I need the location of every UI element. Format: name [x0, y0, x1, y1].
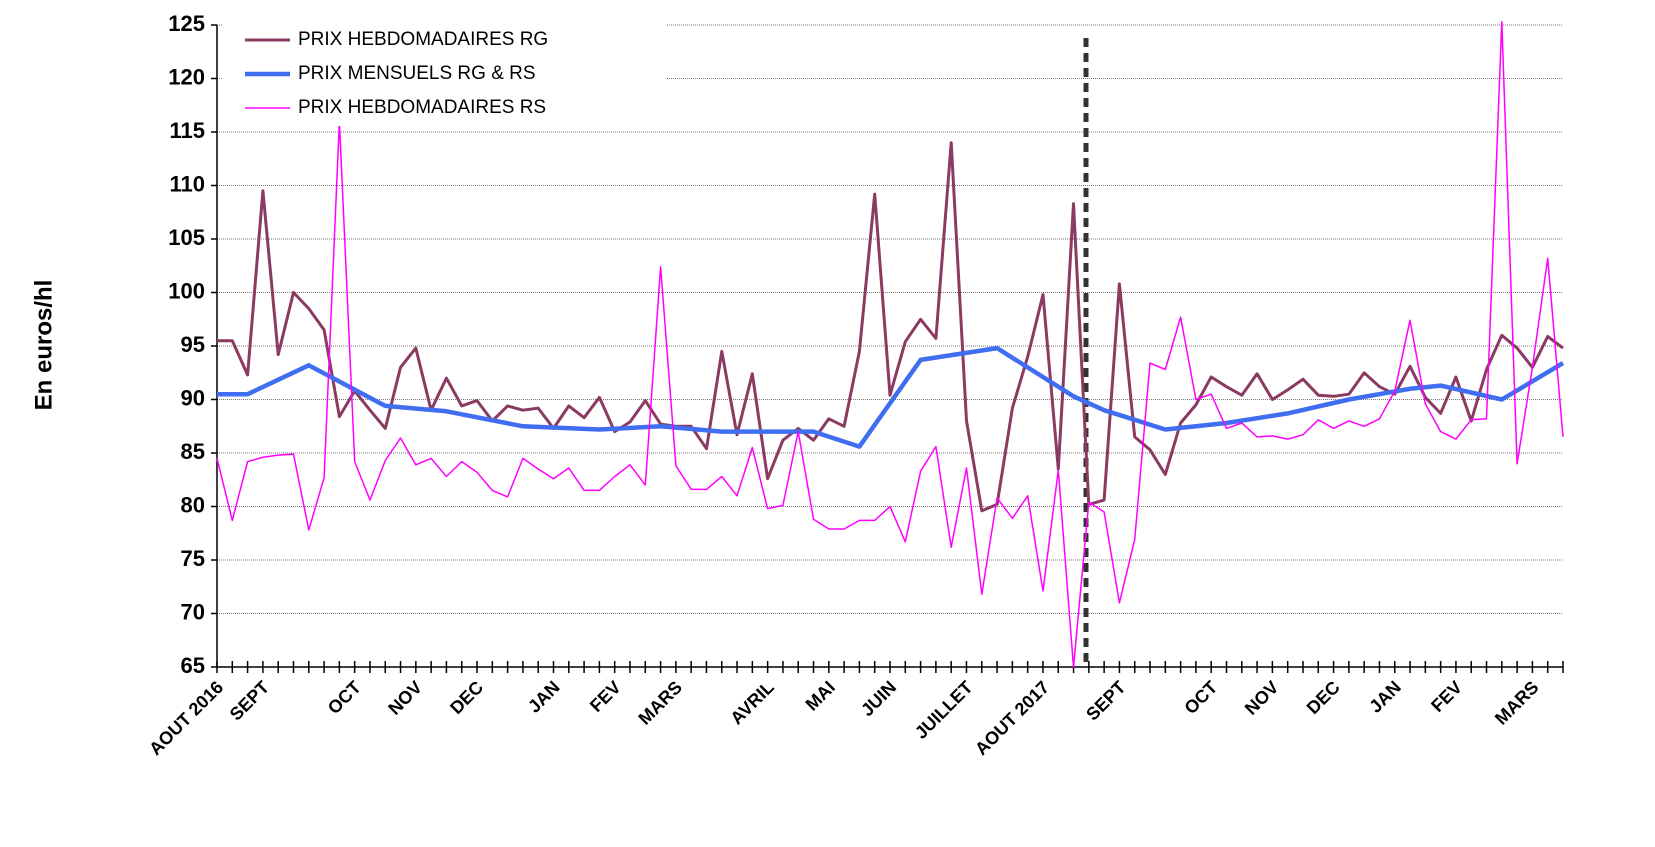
legend-label: PRIX HEBDOMADAIRES RG: [298, 29, 548, 50]
x-tick-label: NOV: [1241, 677, 1283, 719]
x-tick-label: OCT: [1180, 677, 1221, 718]
y-tick-label: 95: [181, 332, 205, 357]
y-tick-label: 80: [181, 492, 205, 517]
x-tick-label: DEC: [1303, 677, 1344, 718]
y-tick-label: 90: [181, 385, 205, 410]
x-tick-label: SEPT: [226, 677, 273, 724]
y-tick-label: 120: [168, 64, 205, 89]
legend-label: PRIX MENSUELS RG & RS: [298, 63, 536, 84]
x-tick-label: JAN: [524, 677, 564, 717]
x-tick-label: FEV: [586, 677, 625, 716]
y-tick-label: 105: [168, 225, 205, 250]
y-tick-label: 65: [181, 653, 205, 678]
y-tick-label: 75: [181, 546, 205, 571]
series-line: [217, 345, 1565, 449]
legend-label: PRIX HEBDOMADAIRES RS: [298, 97, 546, 118]
x-tick-label: JUILLET: [911, 677, 977, 743]
x-tick-label: AOUT 2016: [145, 677, 227, 759]
x-tick-label: MARS: [634, 677, 686, 729]
x-tick-label: FEV: [1427, 677, 1466, 716]
x-tick-label: AOUT 2017: [971, 677, 1053, 759]
y-tick-label: 110: [170, 171, 206, 196]
x-tick-label: MAI: [802, 677, 839, 714]
series-line: [216, 21, 1564, 668]
x-tick-label: SEPT: [1082, 677, 1129, 724]
y-tick-label: 100: [168, 278, 205, 303]
x-tick-label: AVRIL: [726, 677, 777, 728]
x-tick-label: MARS: [1491, 677, 1543, 729]
x-tick-label: NOV: [384, 677, 426, 719]
y-tick-label: 115: [170, 118, 206, 143]
x-tick-label: JAN: [1365, 677, 1405, 717]
legend-box: [222, 22, 667, 126]
y-tick-label: 85: [181, 439, 205, 464]
series-line: [217, 141, 1564, 513]
y-tick-label: 125: [168, 11, 205, 36]
x-tick-label: DEC: [446, 677, 487, 718]
x-tick-label: JUIN: [857, 677, 900, 720]
y-axis-title: En euros/hl: [30, 280, 57, 411]
x-tick-label: OCT: [324, 677, 365, 718]
y-tick-label: 70: [181, 599, 205, 624]
